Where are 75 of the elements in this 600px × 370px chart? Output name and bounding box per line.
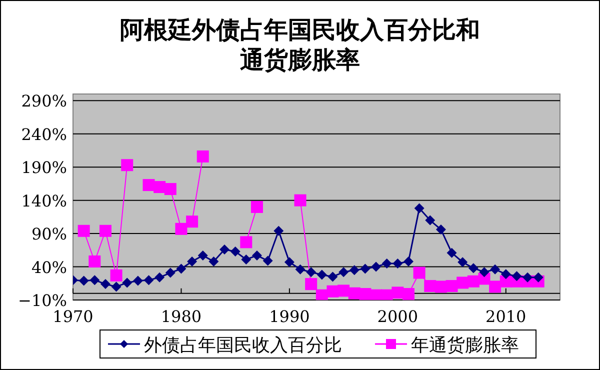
point xyxy=(121,159,134,172)
point xyxy=(175,222,188,235)
point xyxy=(78,276,89,286)
point xyxy=(349,265,360,276)
point xyxy=(176,264,186,274)
point xyxy=(490,264,500,274)
point xyxy=(328,272,338,282)
point xyxy=(403,256,414,266)
point xyxy=(446,248,457,258)
point xyxy=(458,257,468,268)
y-tick-label: 240% xyxy=(21,124,67,144)
point xyxy=(274,226,284,236)
point xyxy=(489,280,502,293)
point xyxy=(111,282,122,292)
legend-label: 年通货膨胀率 xyxy=(411,335,519,356)
point xyxy=(338,267,349,278)
point xyxy=(316,270,327,280)
point xyxy=(500,269,511,280)
point xyxy=(533,272,544,282)
point xyxy=(305,278,318,290)
point xyxy=(424,280,436,292)
x-tick-label: 2010 xyxy=(486,307,526,326)
point xyxy=(122,278,132,288)
point xyxy=(186,216,198,228)
chart-title: 阿根廷外债占年国民收入百分比和通货膨胀率 xyxy=(120,15,480,74)
point xyxy=(436,224,446,235)
point xyxy=(230,246,240,256)
y-tick-label: 140% xyxy=(21,191,67,210)
y-tick-label: 190% xyxy=(21,158,67,178)
point xyxy=(198,250,208,260)
point xyxy=(154,272,165,282)
point xyxy=(295,264,306,274)
point xyxy=(306,267,316,278)
point xyxy=(250,200,263,213)
point xyxy=(78,224,90,237)
point xyxy=(240,236,252,248)
point xyxy=(88,255,101,268)
point xyxy=(132,276,143,286)
y-tick-label: 40% xyxy=(31,258,67,277)
legend-label: 外债占年国民收入百分比 xyxy=(144,335,342,356)
x-tick-label: 1990 xyxy=(269,307,310,326)
point xyxy=(241,254,252,264)
point xyxy=(144,275,154,286)
point xyxy=(165,268,176,278)
point xyxy=(164,183,176,196)
x-tick-label: 2000 xyxy=(377,307,418,326)
point xyxy=(90,275,100,286)
point xyxy=(187,256,198,266)
y-tick-label: 90% xyxy=(31,224,67,244)
x-tick-label: 1970 xyxy=(52,307,94,326)
point xyxy=(468,263,478,274)
point xyxy=(371,262,382,272)
point xyxy=(360,264,370,274)
point xyxy=(208,256,219,266)
y-tick-label: −10% xyxy=(18,291,67,310)
point xyxy=(425,215,436,226)
x-tick-label: 1980 xyxy=(160,307,202,326)
point xyxy=(262,256,273,266)
point xyxy=(512,271,522,282)
point xyxy=(413,266,426,279)
point xyxy=(522,272,533,282)
point xyxy=(220,244,230,254)
point xyxy=(402,288,414,300)
point xyxy=(196,150,209,162)
point xyxy=(382,258,392,268)
y-tick-label: 290% xyxy=(21,92,67,111)
point xyxy=(100,279,110,290)
point xyxy=(479,267,490,278)
point xyxy=(392,258,403,268)
point xyxy=(414,203,424,214)
point xyxy=(294,194,306,206)
point xyxy=(284,257,294,268)
point xyxy=(110,269,122,282)
point xyxy=(252,250,262,260)
point xyxy=(99,224,112,237)
